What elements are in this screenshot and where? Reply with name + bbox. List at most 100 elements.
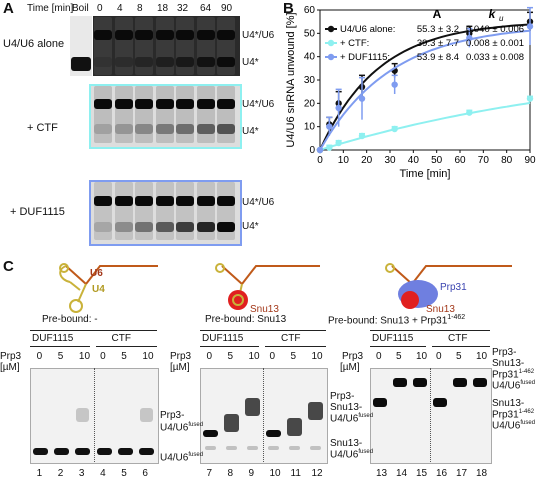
x-tick-label: 70: [478, 155, 490, 166]
a3-lower: U4*: [242, 221, 259, 232]
data-point: [335, 104, 342, 112]
legend-col-a: A: [433, 7, 442, 21]
legend-col-ku-sub: u: [499, 14, 504, 23]
band-upper: [94, 99, 112, 109]
lane-number: 3: [78, 468, 85, 479]
band-c: [287, 418, 302, 436]
lane-number: 6: [142, 468, 148, 479]
band-upper: [135, 196, 153, 206]
lane-number: 8: [227, 468, 234, 479]
band-c-faint: [310, 446, 321, 450]
group-rule-1: [30, 346, 90, 347]
lane-label-6: 64: [200, 3, 212, 14]
c3-upper-c-sup: 1-462: [518, 369, 535, 375]
panel-c-label: C: [3, 258, 14, 275]
lane-number: 7: [206, 468, 213, 479]
time-label: Time [min]: [27, 3, 74, 14]
gel-lane: [135, 86, 153, 143]
band-upper: [176, 196, 194, 206]
c2-upper-b: Snu13-: [330, 402, 363, 413]
band-lower: [217, 222, 235, 232]
prebound-rule: [30, 330, 157, 331]
group-rule-1: [370, 346, 426, 347]
lane-label-1: 0: [97, 3, 103, 14]
conc-label: 10: [248, 351, 260, 362]
lane-number: 2: [57, 468, 64, 479]
band-c: [473, 378, 487, 387]
a2-lower: U4*: [242, 126, 259, 137]
band-c-faint: [247, 446, 258, 450]
x-tick-label: 20: [361, 155, 373, 166]
band-upper: [114, 30, 133, 40]
band-lower: [155, 57, 174, 67]
a2-upper: U4*/U6: [242, 99, 275, 110]
conc-label: 10: [416, 351, 428, 362]
lane-number: 5: [121, 468, 127, 479]
band-c-shift: [76, 408, 90, 422]
band-lower: [176, 222, 194, 232]
gel-lane: [217, 86, 235, 143]
band-c: [33, 448, 49, 455]
gel-lane: [114, 86, 133, 143]
band-lower: [217, 124, 235, 134]
y-tick-label: 30: [304, 75, 316, 86]
band-c: [117, 448, 133, 455]
band-upper: [217, 99, 235, 109]
x-tick-label: 10: [338, 155, 350, 166]
y-tick-label: 60: [304, 5, 316, 16]
x-tick-label: 30: [384, 155, 396, 166]
c1-lower-sup: fused: [188, 452, 204, 458]
lane-number: 11: [290, 468, 301, 479]
a1-upper: U4*/U6: [242, 30, 275, 41]
data-point: [326, 123, 333, 130]
prp3-unit: [µM]: [340, 362, 360, 373]
band-upper: [196, 30, 215, 40]
band-lower: [114, 222, 133, 232]
band-upper: [155, 196, 174, 206]
lane-number: 15: [416, 468, 428, 479]
conc-label: 10: [311, 351, 323, 362]
group-label-1: DUF1115: [372, 333, 414, 344]
c2-lower-a: Snu13-: [330, 438, 363, 449]
conc-label: 5: [227, 351, 234, 362]
c3-upper-b: Snu13-: [492, 358, 525, 369]
prp3-unit: [µM]: [0, 362, 20, 373]
row-label-duf: + DUF1115: [10, 206, 65, 218]
x-tick-label: 0: [317, 155, 323, 166]
lane-number: 10: [269, 468, 281, 479]
data-point: [526, 23, 534, 30]
band-c: [96, 448, 112, 455]
panel-a-label: A: [3, 0, 14, 17]
x-tick-label: 50: [431, 155, 443, 166]
group-label-2: CTF: [111, 333, 131, 344]
c3-upper-d: U4/U6fused: [492, 380, 536, 392]
band-lower: [217, 57, 235, 67]
legend-name: + DUF1115:: [340, 52, 390, 63]
band-c: [266, 430, 281, 437]
band-c-faint: [226, 446, 237, 450]
lane-number: 1: [36, 468, 43, 479]
band-upper: [155, 99, 174, 109]
band-lower: [176, 57, 194, 67]
c2-upper-c: U4/U6fused: [330, 413, 374, 425]
band-upper: [114, 196, 133, 206]
group-label-2: CTF: [281, 333, 301, 344]
fit-curve-0: [319, 23, 531, 151]
x-tick-label: 40: [408, 155, 420, 166]
prebound-rule: [200, 330, 326, 331]
rna-schematic-1: U6 U4: [59, 263, 158, 313]
band-lower: [196, 222, 215, 232]
prebound-1: Pre-bound: -: [42, 314, 98, 325]
band-upper: [196, 196, 215, 206]
conc-label: 5: [396, 351, 402, 362]
lane-number: 14: [396, 468, 408, 479]
fit-curve-1: [319, 101, 531, 151]
lane-label-0: Boil: [72, 3, 89, 14]
gel-c-1: [200, 368, 328, 464]
data-point: [526, 95, 534, 102]
band-upper: [155, 30, 174, 40]
lane-number: 9: [248, 468, 255, 479]
group-rule-1: [200, 346, 259, 347]
u6-label: U6: [90, 268, 103, 279]
conc-label: 0: [436, 351, 442, 362]
